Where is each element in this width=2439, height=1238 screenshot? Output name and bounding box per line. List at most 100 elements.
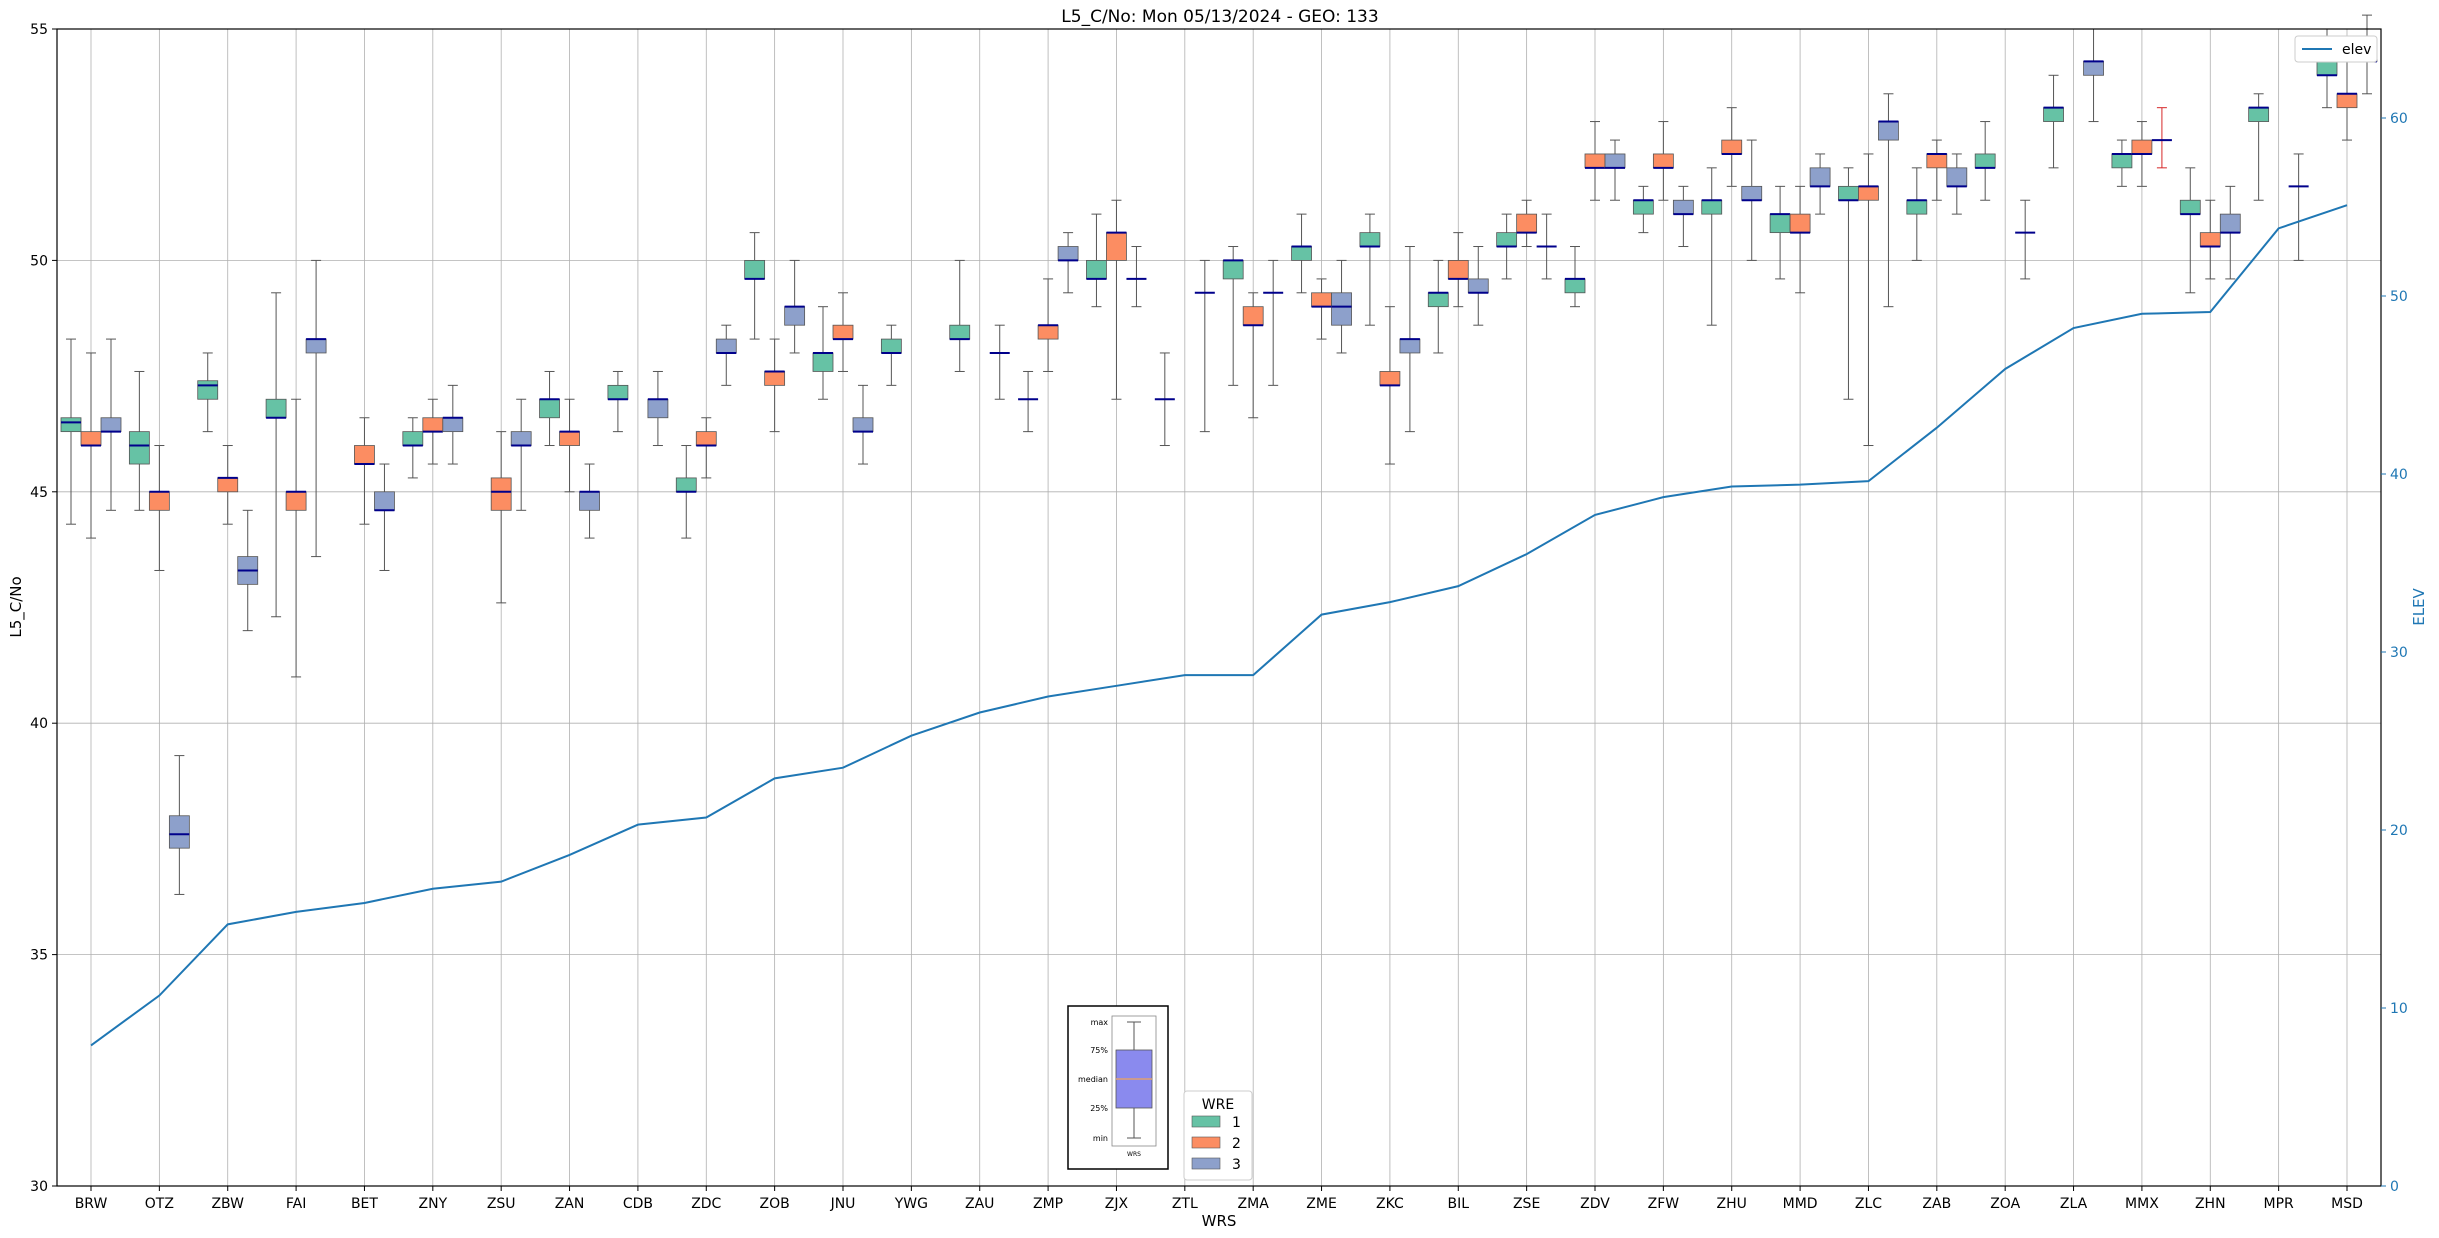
box-iqr [354, 445, 375, 465]
box-iqr [2083, 60, 2104, 76]
box-iqr [422, 417, 444, 433]
box-wre1-fai [265, 292, 287, 618]
x-tick-label-zob: ZOB [760, 1196, 790, 1212]
box-wre1-zan [539, 370, 560, 447]
box-wre3-cdb [647, 370, 669, 447]
box-wre1-cdb [607, 370, 629, 433]
y-tick-label-30: 30 [30, 1179, 48, 1195]
box-wre1-mmx [2111, 139, 2133, 187]
elev-legend-label: elev [2342, 42, 2371, 58]
box-iqr [880, 338, 902, 354]
box-wre2-zan [559, 398, 580, 493]
box-wre2-zob [764, 338, 786, 433]
box-wre1-zhu [1701, 167, 1723, 326]
box-iqr [1516, 213, 1538, 234]
y2-tick-label-60: 60 [2390, 111, 2408, 127]
box-wre2-zse [1516, 199, 1538, 248]
x-tick-label-ztl: ZTL [1172, 1196, 1198, 1212]
box-iqr [2219, 213, 2241, 234]
x-tick-label-jnu: JNU [830, 1196, 856, 1212]
box-wre2-zdv [1584, 121, 1606, 201]
wre-legend-title: WRE [1202, 1097, 1234, 1113]
box-wre3-jnu [852, 384, 874, 465]
x-tick-label-otz: OTZ [145, 1196, 174, 1212]
box-wre1-zfw [1632, 185, 1654, 234]
box-wre1-mpr [2248, 93, 2270, 201]
box-iqr [1838, 185, 1859, 201]
box-wre3-mmx [2151, 107, 2172, 169]
box-iqr [1584, 153, 1606, 169]
box-iqr [265, 398, 287, 419]
y-tick-label-50: 50 [30, 253, 48, 269]
box-iqr [675, 477, 697, 493]
box-wre2-msd [2336, 60, 2358, 141]
box-iqr [374, 491, 395, 511]
box-key-inner-frame [1111, 1015, 1157, 1147]
x-tick-label-mmd: MMD [1783, 1196, 1818, 1212]
box-plots [60, 14, 2378, 895]
x-tick-label-zhu: ZHU [1717, 1196, 1747, 1212]
box-iqr [812, 352, 834, 372]
box-wre3-zbw [237, 509, 259, 632]
y2-axis-label: ELEV [2410, 587, 2428, 625]
box-iqr [285, 491, 307, 511]
box-iqr [744, 259, 766, 280]
wre-legend: WRE 1 2 3 [1183, 1090, 1253, 1181]
box-wre1-zma [1222, 246, 1244, 386]
box-wre3-zmp [1057, 232, 1079, 294]
box-iqr [1057, 246, 1079, 261]
box-wre2-zhu [1721, 107, 1743, 187]
wre-legend-label-2: 2 [1232, 1136, 1241, 1152]
box-wre1-jnu [812, 306, 834, 400]
wre-legend-swatch-1 [1191, 1115, 1221, 1128]
x-tick-label-zkc: ZKC [1376, 1196, 1404, 1212]
box-key-label-min: min [1093, 1134, 1108, 1143]
box-iqr [1359, 232, 1381, 247]
x-tick-label-mmx: MMX [2125, 1196, 2159, 1212]
box-iqr [559, 431, 580, 446]
y2-tick-label-20: 20 [2390, 823, 2408, 839]
box-wre2-mmd [1789, 185, 1811, 294]
wre-legend-swatch-2 [1191, 1136, 1221, 1149]
box-wre3-bet [374, 463, 395, 571]
box-iqr [80, 431, 102, 446]
box-wre3-fai [305, 259, 327, 558]
box-iqr [2336, 93, 2358, 109]
box-wre1-brw [60, 338, 82, 525]
x-axis-label: WRS [1202, 1212, 1237, 1230]
box-iqr [168, 815, 190, 849]
box-wre1-zob [744, 232, 766, 340]
box-key-label-median: median [1078, 1075, 1108, 1084]
box-iqr [1496, 232, 1518, 247]
box-iqr [128, 431, 150, 465]
box-iqr [784, 306, 806, 326]
box-wre1-zse [1496, 213, 1518, 280]
box-iqr [2043, 107, 2064, 122]
box-iqr [852, 417, 874, 433]
x-tick-label-zsu: ZSU [487, 1196, 516, 1212]
x-tick-label-zme: ZME [1306, 1196, 1337, 1212]
y2-tick-label-40: 40 [2390, 467, 2408, 483]
box-iqr [949, 324, 971, 340]
box-iqr [1564, 278, 1586, 294]
box-key-label-q1: 25% [1090, 1104, 1108, 1113]
box-iqr [1769, 213, 1791, 234]
box-wre3-zau [989, 324, 1010, 400]
box-wre1-zkc [1359, 213, 1381, 326]
box-wre1-zme [1291, 213, 1312, 294]
box-wre3-zkc [1399, 246, 1421, 433]
box-wre3-zdc [715, 324, 737, 386]
x-tick-label-fai: FAI [286, 1196, 306, 1212]
box-wre3-zlc [1878, 93, 1899, 308]
box-wre3-zan [579, 463, 600, 539]
box-wre3-mpr [2288, 153, 2309, 261]
box-wre1-zoa [1974, 121, 1996, 201]
x-tick-label-zhn: ZHN [2195, 1196, 2226, 1212]
x-tick-label-zoa: ZOA [1990, 1196, 2020, 1212]
box-wre2-zfw [1652, 121, 1674, 201]
box-wre1-zau [949, 259, 971, 372]
box-wre2-zhn [2199, 199, 2221, 280]
box-wre2-bil [1447, 232, 1469, 308]
box-iqr [764, 371, 786, 386]
